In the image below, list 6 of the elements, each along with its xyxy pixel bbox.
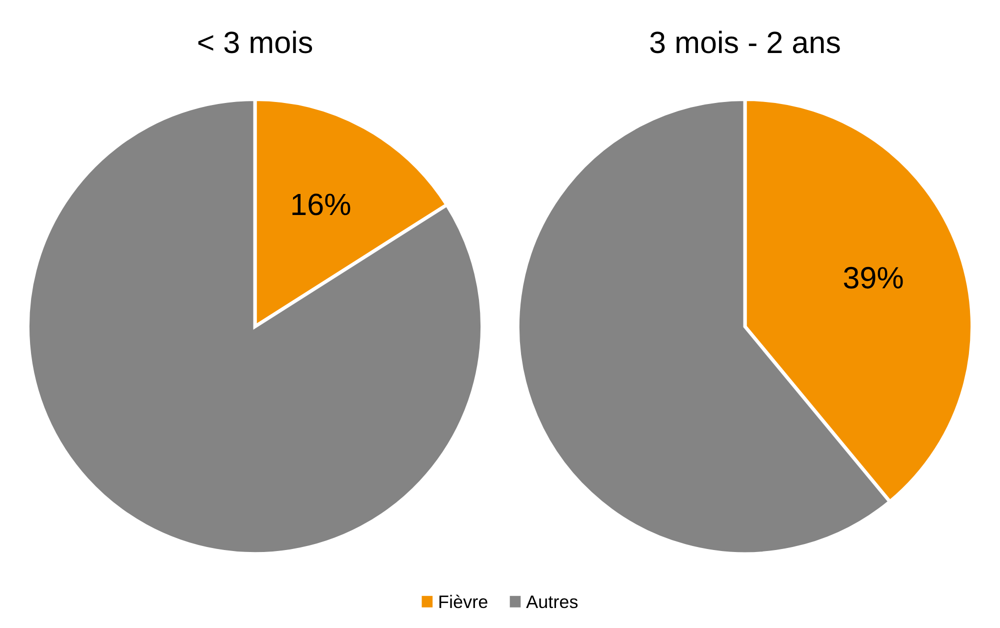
chart-title: 3 mois - 2 ans — [650, 30, 840, 54]
legend-label: Autres — [526, 596, 578, 608]
data-label: 39% — [844, 266, 903, 289]
legend-label: Fièvre — [439, 594, 488, 608]
chart-title: < 3 mois — [198, 30, 312, 54]
data-label: 16% — [292, 194, 350, 216]
